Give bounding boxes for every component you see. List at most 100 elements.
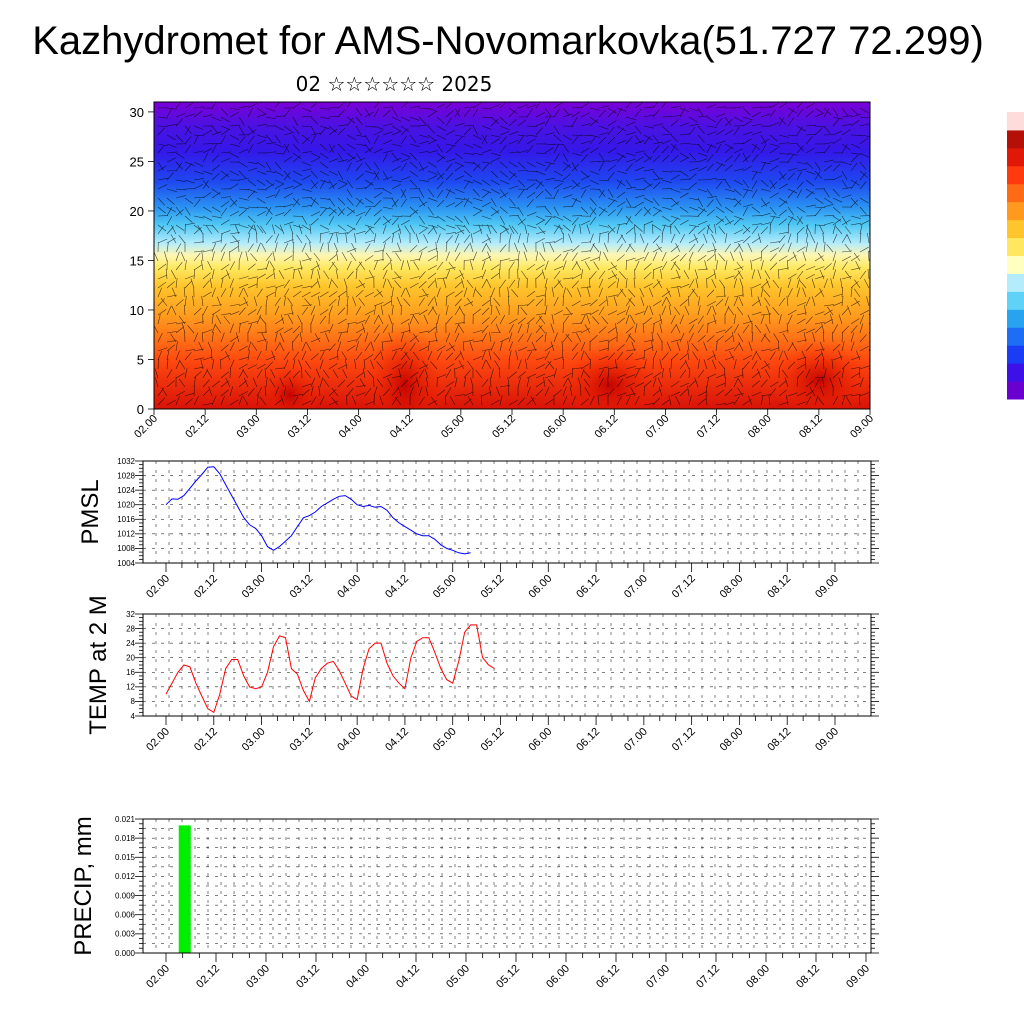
- wind-barb: [859, 170, 868, 178]
- wind-barb: [580, 206, 589, 215]
- wind-barb: [220, 313, 231, 316]
- wind-barb: [748, 341, 753, 352]
- wind-barb: [463, 301, 474, 307]
- wind-barb: [463, 339, 474, 343]
- wind-barb: [229, 107, 240, 111]
- wind-barb: [625, 260, 628, 271]
- wind-barb: [193, 269, 196, 280]
- wind-barb: [566, 288, 573, 298]
- wind-barb: [310, 198, 317, 208]
- wind-barb: [256, 305, 262, 316]
- wind-barb: [175, 179, 186, 183]
- wind-barb: [265, 151, 276, 154]
- wind-barb: [526, 192, 536, 199]
- wind-barb: [817, 397, 825, 406]
- wind-barb: [319, 208, 327, 217]
- x-tick-label: 08.00: [718, 726, 746, 754]
- wind-barb: [490, 138, 500, 145]
- wind-barb: [238, 251, 243, 262]
- wind-barb: [175, 372, 185, 379]
- wind-barb: [175, 391, 185, 397]
- wind-barb: [679, 122, 690, 127]
- wind-barb: [830, 314, 834, 325]
- wind-barb: [640, 296, 645, 307]
- wind-barb: [454, 322, 465, 325]
- wind-barb: [292, 197, 301, 206]
- wind-barb: [274, 342, 281, 352]
- wind-barb: [670, 254, 680, 262]
- wind-barb: [166, 188, 177, 192]
- wind-barb: [184, 215, 193, 223]
- wind-barb: [712, 242, 717, 253]
- x-tick-label: 05.12: [479, 726, 507, 754]
- wind-barb: [769, 253, 777, 262]
- wind-barb: [436, 233, 441, 244]
- wind-barb: [697, 296, 701, 307]
- wind-barb: [445, 110, 454, 118]
- wind-barb: [652, 209, 662, 217]
- wind-barb: [769, 241, 780, 244]
- wind-barb: [247, 225, 254, 235]
- wind-barb: [535, 315, 543, 325]
- wind-barb: [364, 224, 375, 229]
- wind-barb: [292, 325, 301, 334]
- wind-barb: [832, 163, 841, 172]
- wind-barb: [485, 243, 492, 253]
- wind-barb: [462, 341, 465, 352]
- wind-barb: [562, 287, 566, 298]
- wind-barb: [787, 361, 796, 370]
- precip-panel: 02.00 02.12 03.00 03.12 04.00 04.12 05.00 05.12…: [70, 815, 879, 991]
- wind-barb: [634, 166, 645, 172]
- wind-barb: [643, 152, 652, 161]
- colorbar-swatch: [1007, 363, 1024, 382]
- wind-barb: [449, 396, 456, 406]
- wind-barb: [553, 189, 560, 199]
- wind-barb: [666, 287, 672, 298]
- wind-barb: [364, 161, 372, 171]
- wind-barb: [427, 215, 438, 219]
- wind-barb: [549, 242, 555, 253]
- wind-barb: [472, 125, 478, 135]
- wind-barb: [715, 341, 718, 352]
- wind-barb: [517, 206, 524, 216]
- wind-barb: [445, 251, 450, 262]
- wind-barb: [778, 218, 788, 226]
- wind-barb: [657, 333, 663, 343]
- wind-barb: [463, 108, 471, 118]
- wind-barb: [454, 233, 459, 244]
- wind-barb: [796, 181, 804, 190]
- wind-barb: [814, 352, 823, 361]
- wind-barb: [499, 287, 501, 298]
- wind-barb: [256, 170, 267, 175]
- wind-barb: [395, 252, 402, 262]
- wind-barb: [841, 395, 846, 406]
- wind-barb: [675, 395, 681, 406]
- wind-barb: [445, 296, 448, 307]
- wind-barb: [434, 278, 438, 289]
- wind-barb: [733, 199, 742, 208]
- wind-barb: [796, 391, 807, 397]
- wind-barb: [472, 102, 482, 109]
- wind-barb: [319, 231, 330, 235]
- wind-barb: [368, 270, 375, 280]
- wind-barb: [310, 132, 321, 136]
- wind-barb: [400, 219, 410, 226]
- wind-barb: [364, 179, 374, 186]
- wind-barb: [850, 332, 855, 343]
- wind-barb: [526, 317, 535, 325]
- wind-barb: [301, 258, 312, 262]
- wind-barb: [346, 271, 354, 280]
- wind-barb: [193, 178, 204, 181]
- wind-barb: [499, 228, 509, 235]
- wind-barb: [535, 121, 546, 127]
- wind-barb: [229, 336, 239, 343]
- wind-barb: [175, 188, 186, 191]
- wind-barb: [652, 251, 658, 262]
- wind-barb: [715, 140, 726, 145]
- wind-barb: [508, 341, 513, 352]
- wind-barb: [576, 332, 582, 343]
- wind-barb: [283, 239, 294, 244]
- wind-barb: [787, 188, 798, 194]
- wind-barb: [571, 107, 582, 109]
- wind-barb: [697, 188, 708, 193]
